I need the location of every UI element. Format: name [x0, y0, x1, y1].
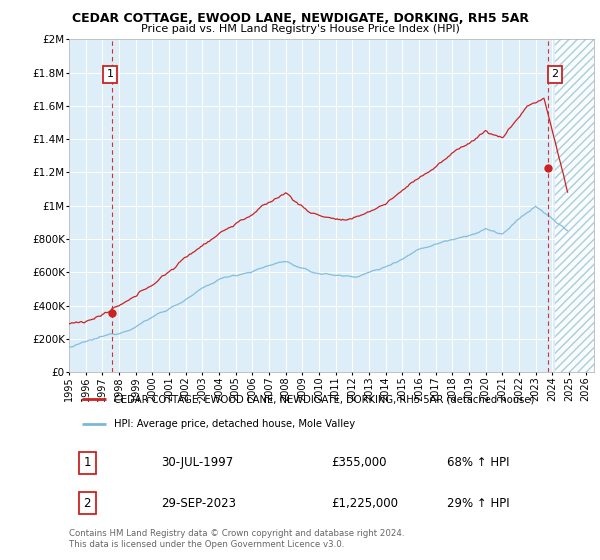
Text: 30-JUL-1997: 30-JUL-1997: [161, 456, 233, 469]
Bar: [555, 39, 594, 372]
Text: CEDAR COTTAGE, EWOOD LANE, NEWDIGATE, DORKING, RH5 5AR (detached house): CEDAR COTTAGE, EWOOD LANE, NEWDIGATE, DO…: [113, 394, 534, 404]
Text: HPI: Average price, detached house, Mole Valley: HPI: Average price, detached house, Mole…: [113, 418, 355, 428]
Text: £1,225,000: £1,225,000: [331, 497, 398, 510]
Text: 1: 1: [107, 69, 114, 79]
Text: £355,000: £355,000: [331, 456, 387, 469]
Text: Price paid vs. HM Land Registry's House Price Index (HPI): Price paid vs. HM Land Registry's House …: [140, 24, 460, 34]
Text: CEDAR COTTAGE, EWOOD LANE, NEWDIGATE, DORKING, RH5 5AR: CEDAR COTTAGE, EWOOD LANE, NEWDIGATE, DO…: [71, 12, 529, 25]
Text: 1: 1: [83, 456, 91, 469]
Text: 29-SEP-2023: 29-SEP-2023: [161, 497, 236, 510]
Text: 2: 2: [551, 69, 559, 79]
Text: 68% ↑ HPI: 68% ↑ HPI: [447, 456, 509, 469]
Text: 2: 2: [83, 497, 91, 510]
Text: 29% ↑ HPI: 29% ↑ HPI: [447, 497, 509, 510]
Text: Contains HM Land Registry data © Crown copyright and database right 2024.
This d: Contains HM Land Registry data © Crown c…: [69, 529, 404, 549]
